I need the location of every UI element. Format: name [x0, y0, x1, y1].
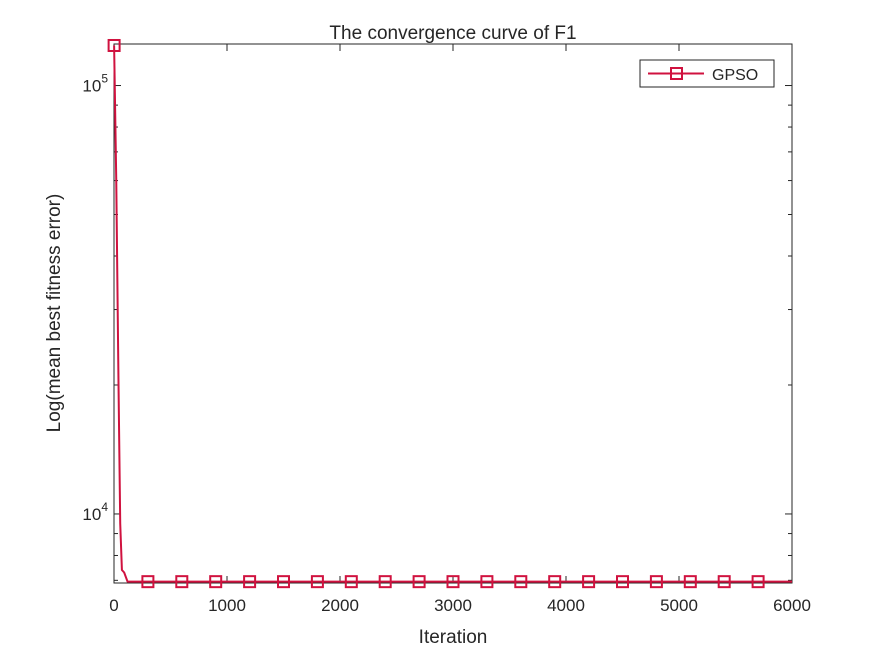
data-point-marker	[277, 575, 290, 589]
chart-title: The convergence curve of F1	[329, 23, 576, 44]
data-point-marker	[378, 575, 392, 589]
data-point-marker	[412, 575, 426, 589]
x-tick-label: 6000	[773, 596, 811, 615]
y-tick-label: 105	[82, 72, 108, 96]
y-tick-label: 104	[82, 500, 108, 524]
x-tick-label: 2000	[321, 596, 359, 615]
legend: GPSO	[639, 59, 775, 88]
axis-ticks: 0 1000 2000 3000 4000 5000 6000 104 105	[82, 44, 811, 615]
data-point-marker	[548, 575, 562, 589]
data-point-marker	[751, 575, 765, 589]
data-point-marker	[209, 575, 223, 589]
x-tick-label: 5000	[660, 596, 698, 615]
data-point-marker	[616, 575, 629, 589]
legend-label: GPSO	[712, 67, 758, 84]
data-point-marker	[446, 575, 460, 589]
x-tick-label: 4000	[547, 596, 585, 615]
legend-marker-square	[670, 67, 683, 80]
data-point-marker	[683, 575, 697, 589]
data-point-marker	[480, 575, 494, 589]
data-point-marker	[175, 575, 189, 589]
data-point-marker	[717, 575, 731, 589]
data-point-marker	[107, 38, 121, 52]
series-layer	[107, 38, 792, 589]
data-point-marker	[310, 575, 324, 589]
data-point-marker	[649, 575, 663, 589]
x-tick-label: 1000	[208, 596, 246, 615]
data-point-marker	[582, 575, 596, 589]
x-axis-label: Iteration	[419, 627, 488, 648]
y-axis-label: Log(mean best fitness error)	[44, 194, 65, 433]
data-point-marker	[514, 575, 528, 589]
series-line-gpso	[113, 45, 792, 583]
x-tick-label: 3000	[434, 596, 472, 615]
x-tick-label: 0	[109, 596, 118, 615]
plot-area	[113, 43, 793, 584]
data-point-marker	[243, 575, 257, 589]
data-point-marker	[141, 575, 155, 589]
data-point-marker	[344, 575, 358, 589]
